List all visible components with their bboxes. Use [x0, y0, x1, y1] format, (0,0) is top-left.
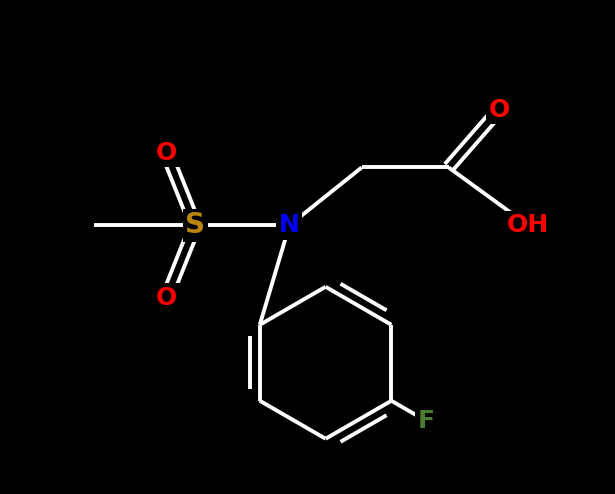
Text: O: O	[156, 141, 177, 165]
Text: OH: OH	[507, 213, 549, 237]
Text: N: N	[279, 213, 300, 237]
Text: F: F	[418, 409, 434, 433]
Text: S: S	[185, 211, 205, 239]
Text: O: O	[488, 97, 510, 122]
Text: O: O	[156, 286, 177, 310]
